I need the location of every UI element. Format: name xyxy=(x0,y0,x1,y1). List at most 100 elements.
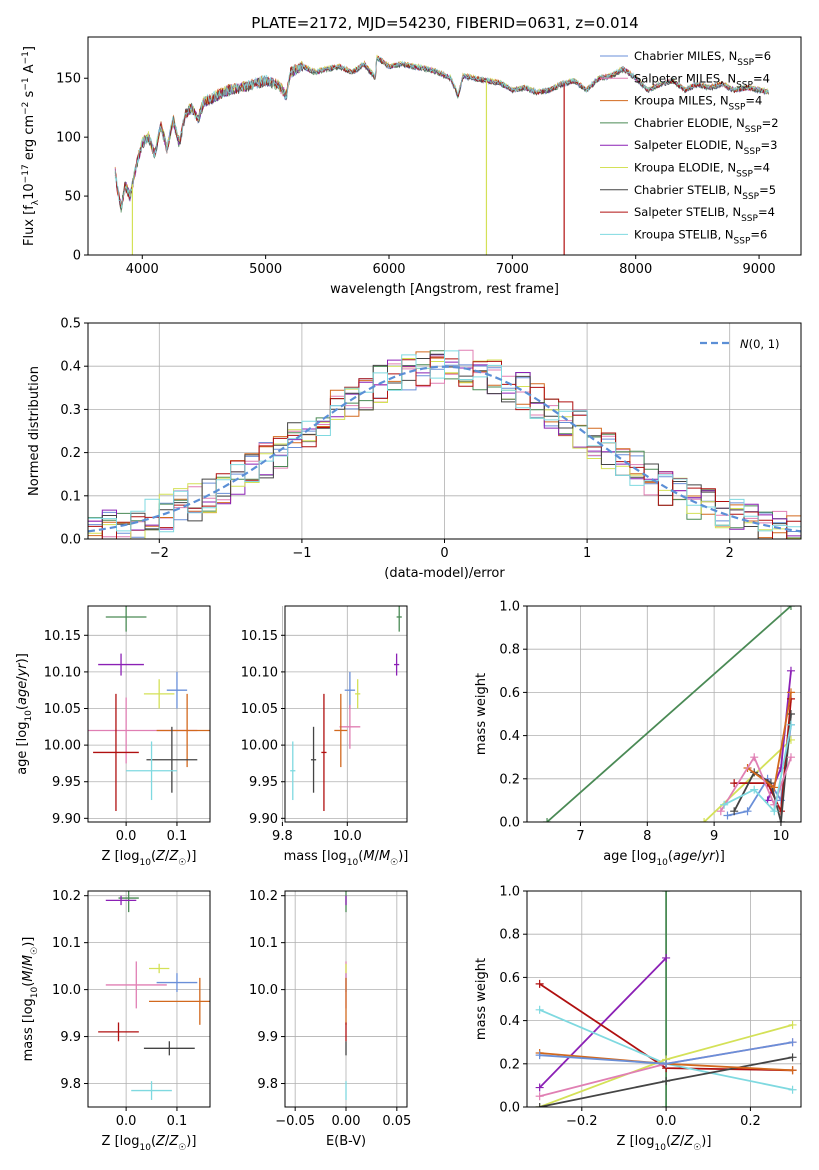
weight-marker xyxy=(535,1083,544,1092)
error-bar-point xyxy=(105,961,167,1009)
y-tick-label: 10.1 xyxy=(249,936,278,951)
legend-label: Salpeter MILES, NSSP=4 xyxy=(634,71,770,90)
y-tick-label: 10.05 xyxy=(241,702,278,717)
panel-age-vs-Z: 0.0 0.1 9.90 9.95 10.00 10.05 10.10 10.15 Z [log… xyxy=(15,605,211,868)
panel-mass-weight-vs-age: 7 8 9 10 0.0 0.2 0.4 0.6 0.8 1.0 age [log10(age/yr… xyxy=(474,600,802,868)
weight-marker xyxy=(543,818,552,822)
weight-line xyxy=(703,739,792,822)
y-tick-label: 10.0 xyxy=(249,983,278,998)
x-tick-label: −0.05 xyxy=(275,1114,315,1129)
error-bar-point xyxy=(149,963,170,974)
x-axis-label: wavelength [Angstrom, rest frame] xyxy=(330,282,559,297)
x-tick-label: 10 xyxy=(773,829,790,844)
y-axis-label: age [log10(age/yr)] xyxy=(15,653,34,775)
y-tick-label: 9.90 xyxy=(249,812,278,827)
weight-marker xyxy=(535,1092,544,1101)
weight-marker xyxy=(723,811,732,820)
error-bar-point xyxy=(126,741,177,801)
x-tick-label: 0.00 xyxy=(332,1114,361,1129)
weight-line xyxy=(546,606,792,822)
error-bar-point xyxy=(334,693,348,768)
weight-marker xyxy=(770,807,779,816)
weight-line xyxy=(720,755,792,812)
x-tick-label: 0.0 xyxy=(116,829,137,844)
x-tick-label: 0.1 xyxy=(167,829,188,844)
y-tick-label: 1.0 xyxy=(499,600,520,615)
y-axis-label: Normed distribution xyxy=(27,366,42,496)
y-tick-label: 0.2 xyxy=(499,772,520,787)
plot-area xyxy=(114,54,770,255)
y-tick-label: 10.10 xyxy=(44,665,81,680)
y-tick-label: 0.6 xyxy=(499,686,520,701)
weight-marker xyxy=(750,785,759,794)
x-tick-label: 9000 xyxy=(743,262,776,277)
x-axis-label: Z [log10(Z/Z☉)] xyxy=(617,1134,712,1153)
y-tick-label: 9.90 xyxy=(52,812,81,827)
y-tick-label: 0.2 xyxy=(60,446,81,461)
y-tick-label: 0.4 xyxy=(499,1014,520,1029)
x-tick-label: 0.0 xyxy=(116,1114,137,1129)
legend-label: Chabrier STELIB, NSSP=5 xyxy=(634,183,776,202)
weight-marker xyxy=(788,1020,797,1029)
axes-frame xyxy=(87,605,211,823)
weight-marker xyxy=(662,1103,671,1107)
weight-marker xyxy=(730,807,739,816)
plot-area xyxy=(535,891,797,1107)
y-tick-label: 0.8 xyxy=(499,928,520,943)
y-tick-label: 0.5 xyxy=(60,317,81,332)
x-tick-label: 0.1 xyxy=(167,1114,188,1129)
x-tick-label: 0.0 xyxy=(656,1114,677,1129)
weight-marker xyxy=(662,1059,671,1068)
weight-line xyxy=(538,957,667,1089)
weight-marker xyxy=(776,818,785,822)
error-bar-point xyxy=(339,704,361,749)
x-tick-label: 9.8 xyxy=(272,829,293,844)
y-tick-label: 10.0 xyxy=(52,983,81,998)
weight-marker xyxy=(786,688,795,697)
y-tick-label: 1.0 xyxy=(499,885,520,900)
panel-age-vs-mass: 9.8 10.0 9.90 9.95 10.00 10.05 10.10 10.15 mass … xyxy=(241,605,408,868)
y-tick-label: 10.2 xyxy=(249,889,278,904)
error-bar-point xyxy=(131,1081,172,1100)
panel-mass-vs-EBV: −0.05 0.00 0.05 9.8 9.9 10.0 10.1 10.2 E(B-V) xyxy=(249,889,411,1149)
y-tick-label: 10.05 xyxy=(44,702,81,717)
y-tick-label: 0.4 xyxy=(60,360,81,375)
y-axis-label: mass weight xyxy=(474,673,489,755)
weight-marker xyxy=(786,606,795,610)
y-tick-label: 0.0 xyxy=(60,533,81,548)
x-tick-label: 7000 xyxy=(496,262,529,277)
x-tick-label: 7 xyxy=(576,829,584,844)
legend-label: Kroupa STELIB, NSSP=6 xyxy=(634,227,767,246)
y-tick-label: 9.95 xyxy=(52,775,81,790)
weight-marker xyxy=(786,753,795,762)
legend-label: Salpeter STELIB, NSSP=4 xyxy=(634,205,775,224)
error-bar-point xyxy=(149,977,210,1025)
weight-marker xyxy=(535,979,544,988)
plot-area xyxy=(98,891,210,1100)
error-bar-point xyxy=(146,726,198,793)
x-tick-label: −0.2 xyxy=(566,1114,598,1129)
y-tick-label: 10.00 xyxy=(241,739,278,754)
y-axis-label: mass [log10(M/M☉)] xyxy=(21,937,40,1062)
error-bar-point xyxy=(98,653,144,676)
axes-frame xyxy=(526,605,802,823)
axes-frame xyxy=(284,890,408,1108)
y-tick-label: 9.8 xyxy=(60,1077,81,1092)
weight-marker xyxy=(535,1005,544,1014)
gaussian-curve xyxy=(88,365,801,533)
y-tick-label: 0.0 xyxy=(499,1101,520,1116)
weight-marker xyxy=(788,1038,797,1047)
weight-marker xyxy=(700,818,709,822)
legend-label: Salpeter ELODIE, NSSP=3 xyxy=(634,138,777,157)
weight-marker xyxy=(786,710,795,718)
error-bar-point xyxy=(344,671,356,709)
x-tick-label: 8 xyxy=(643,829,651,844)
error-bar-point xyxy=(143,1041,195,1056)
y-tick-label: 10.1 xyxy=(52,936,81,951)
x-axis-label: E(B-V) xyxy=(326,1134,366,1149)
y-tick-label: 9.9 xyxy=(60,1030,81,1045)
x-tick-label: 0 xyxy=(440,546,448,561)
weight-marker xyxy=(788,1085,797,1094)
plot-area xyxy=(290,606,402,812)
weight-marker xyxy=(662,891,671,895)
